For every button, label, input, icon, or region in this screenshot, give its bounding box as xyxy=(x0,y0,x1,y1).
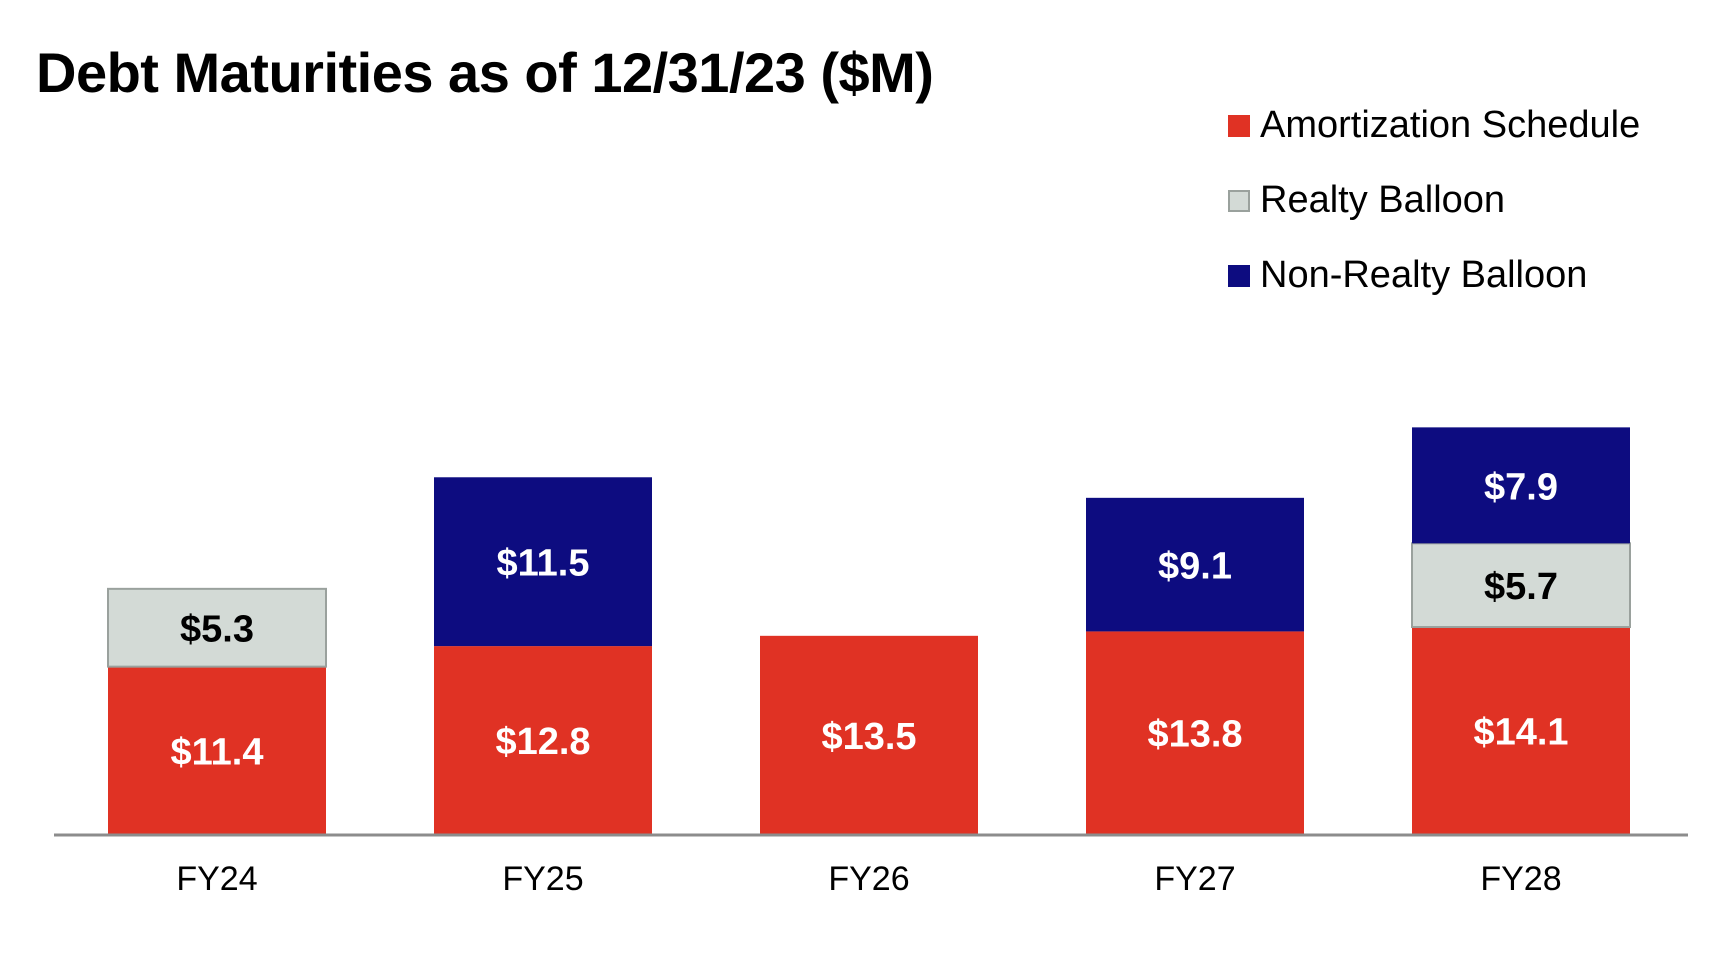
data-label-fy28-series-0: $14.1 xyxy=(1473,712,1568,754)
data-label-fy25-series-0: $12.8 xyxy=(495,721,590,763)
data-label-fy25-series-2: $11.5 xyxy=(497,543,590,585)
bar-fy26-series-0 xyxy=(760,635,978,834)
legend-swatch-amortization xyxy=(1228,114,1250,137)
x-tick-label-fy25: FY25 xyxy=(502,860,583,898)
legend-item-non-realty-balloon: Non-Realty Balloon xyxy=(1228,238,1640,313)
legend-swatch-non-realty-balloon xyxy=(1228,264,1250,287)
data-label-fy24-series-1: $5.3 xyxy=(180,609,254,651)
legend: Amortization Schedule Realty Balloon Non… xyxy=(1228,88,1640,313)
bar-fy27-series-2 xyxy=(1086,497,1304,632)
x-tick-label-fy28: FY28 xyxy=(1480,860,1561,898)
data-label-fy26-series-0: $13.5 xyxy=(821,716,916,758)
bar-fy25-series-2 xyxy=(434,477,652,647)
legend-item-realty-balloon: Realty Balloon xyxy=(1228,163,1640,238)
data-label-fy28-series-2: $7.9 xyxy=(1484,466,1558,508)
legend-label-non-realty-balloon: Non-Realty Balloon xyxy=(1260,254,1588,296)
data-label-fy27-series-2: $9.1 xyxy=(1158,546,1232,588)
bar-fy28-series-0 xyxy=(1412,627,1630,834)
legend-label-realty-balloon: Realty Balloon xyxy=(1260,179,1506,221)
chart-title: Debt Maturities as of 12/31/23 ($M) xyxy=(36,41,934,104)
legend-item-amortization: Amortization Schedule xyxy=(1228,88,1640,163)
data-label-fy24-series-0: $11.4 xyxy=(171,731,264,773)
x-tick-label-fy24: FY24 xyxy=(176,860,257,898)
legend-label-amortization: Amortization Schedule xyxy=(1260,104,1641,146)
bar-fy27-series-0 xyxy=(1086,631,1304,834)
bar-fy24-series-1 xyxy=(107,587,327,668)
bar-fy24-series-0 xyxy=(108,666,326,834)
bar-fy28-series-1 xyxy=(1411,542,1631,629)
x-tick-label-fy26: FY26 xyxy=(828,860,909,898)
data-label-fy28-series-1: $5.7 xyxy=(1484,566,1558,608)
bar-fy25-series-0 xyxy=(434,646,652,834)
data-label-fy27-series-0: $13.8 xyxy=(1147,714,1242,756)
x-tick-label-fy27: FY27 xyxy=(1154,860,1235,898)
legend-swatch-realty-balloon xyxy=(1228,189,1250,212)
bar-fy28-series-2 xyxy=(1412,427,1630,544)
